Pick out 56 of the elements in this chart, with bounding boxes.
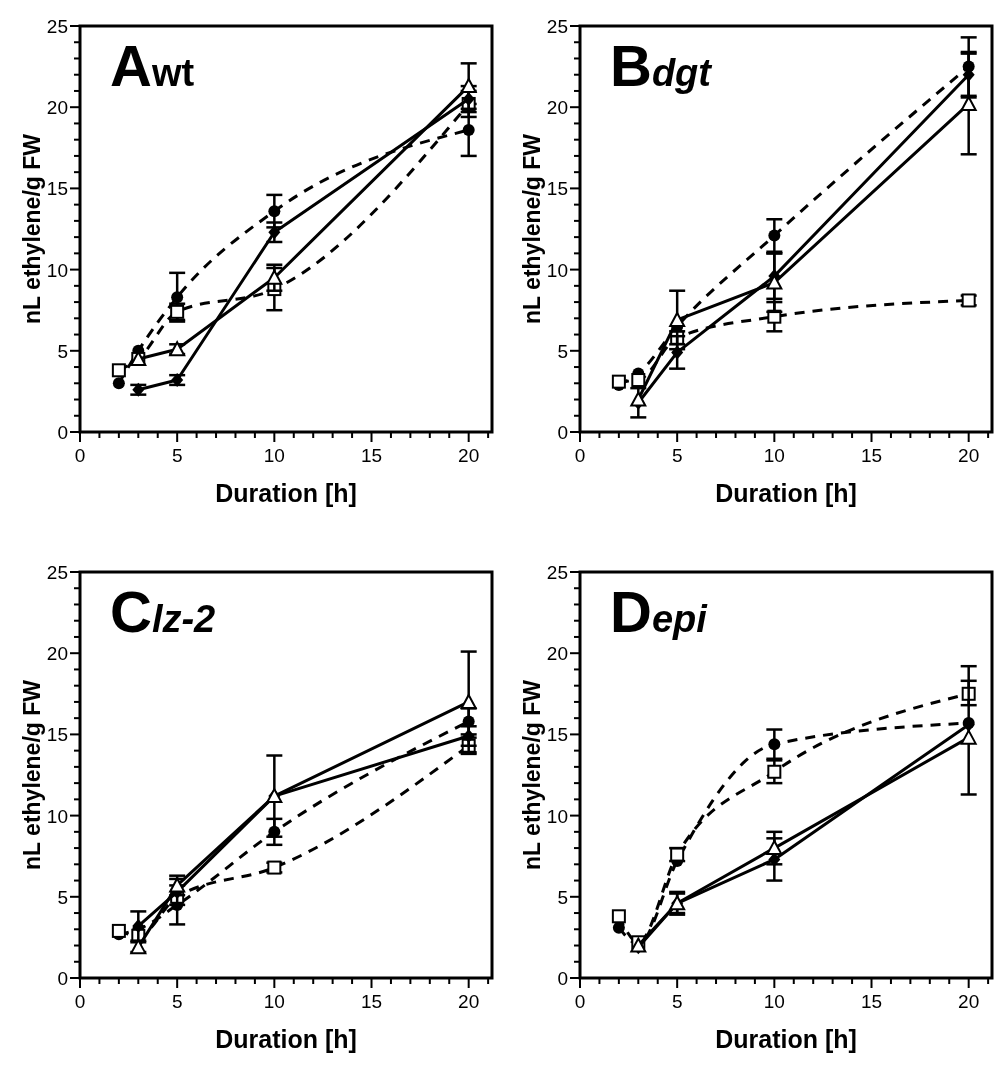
x-tick-label: 5 bbox=[171, 991, 183, 1012]
x-tick-label: 0 bbox=[574, 445, 586, 466]
x-tick-label: 15 bbox=[860, 445, 883, 466]
x-tick-label: 10 bbox=[263, 445, 285, 466]
x-tick-label: 15 bbox=[360, 445, 383, 466]
y-tick-label: 0 bbox=[57, 968, 68, 989]
y-axis-title: nL ethylene/g FW bbox=[519, 133, 545, 324]
y-tick-label: 10 bbox=[46, 259, 68, 281]
y-tick-label: 25 bbox=[46, 16, 68, 37]
chart-title: Awt bbox=[110, 33, 195, 98]
y-tick-label: 10 bbox=[546, 805, 568, 827]
x-tick-label: 5 bbox=[671, 445, 683, 466]
x-tick-label: 20 bbox=[958, 991, 980, 1012]
x-tick-label: 5 bbox=[171, 445, 183, 466]
y-axis-title: nL ethylene/g FW bbox=[19, 133, 45, 324]
y-tick-label: 5 bbox=[57, 886, 68, 908]
x-tick-label: 10 bbox=[763, 991, 785, 1012]
y-tick-label: 20 bbox=[546, 643, 568, 665]
chart-title: Bdgt bbox=[610, 33, 713, 98]
y-tick-label: 25 bbox=[46, 562, 68, 583]
x-tick-label: 20 bbox=[458, 445, 480, 466]
x-tick-label: 0 bbox=[74, 445, 86, 466]
x-tick-label: 15 bbox=[360, 991, 383, 1012]
y-tick-label: 10 bbox=[546, 259, 568, 281]
y-tick-label: 5 bbox=[557, 340, 568, 362]
x-tick-label: 10 bbox=[763, 445, 785, 466]
x-tick-label: 0 bbox=[74, 991, 86, 1012]
y-tick-label: 0 bbox=[57, 422, 68, 443]
y-tick-label: 15 bbox=[546, 178, 568, 200]
y-tick-label: 25 bbox=[546, 16, 568, 37]
chart-title: Clz-2 bbox=[110, 579, 216, 644]
y-tick-label: 20 bbox=[46, 643, 68, 665]
chart-title: Depi bbox=[610, 579, 709, 644]
y-tick-label: 15 bbox=[46, 178, 68, 200]
y-axis-title: nL ethylene/g FW bbox=[19, 679, 45, 870]
y-tick-label: 5 bbox=[557, 886, 568, 908]
x-axis-title: Duration [h] bbox=[215, 1025, 357, 1053]
y-tick-label: 10 bbox=[46, 805, 68, 827]
x-tick-label: 10 bbox=[263, 991, 285, 1012]
y-tick-label: 0 bbox=[557, 422, 568, 443]
x-tick-label: 5 bbox=[671, 991, 683, 1012]
x-tick-label: 20 bbox=[458, 991, 480, 1012]
x-tick-label: 20 bbox=[958, 445, 980, 466]
x-axis-title: Duration [h] bbox=[215, 479, 357, 507]
y-tick-label: 15 bbox=[46, 724, 68, 746]
y-tick-label: 15 bbox=[546, 724, 568, 746]
x-tick-label: 15 bbox=[860, 991, 883, 1012]
y-tick-label: 5 bbox=[57, 340, 68, 362]
y-axis-title: nL ethylene/g FW bbox=[519, 679, 545, 870]
y-tick-label: 20 bbox=[546, 97, 568, 119]
y-tick-label: 0 bbox=[557, 968, 568, 989]
x-axis-title: Duration [h] bbox=[715, 479, 857, 507]
y-tick-label: 25 bbox=[546, 562, 568, 583]
y-tick-label: 20 bbox=[46, 97, 68, 119]
x-axis-title: Duration [h] bbox=[715, 1025, 857, 1053]
x-tick-label: 0 bbox=[574, 991, 586, 1012]
